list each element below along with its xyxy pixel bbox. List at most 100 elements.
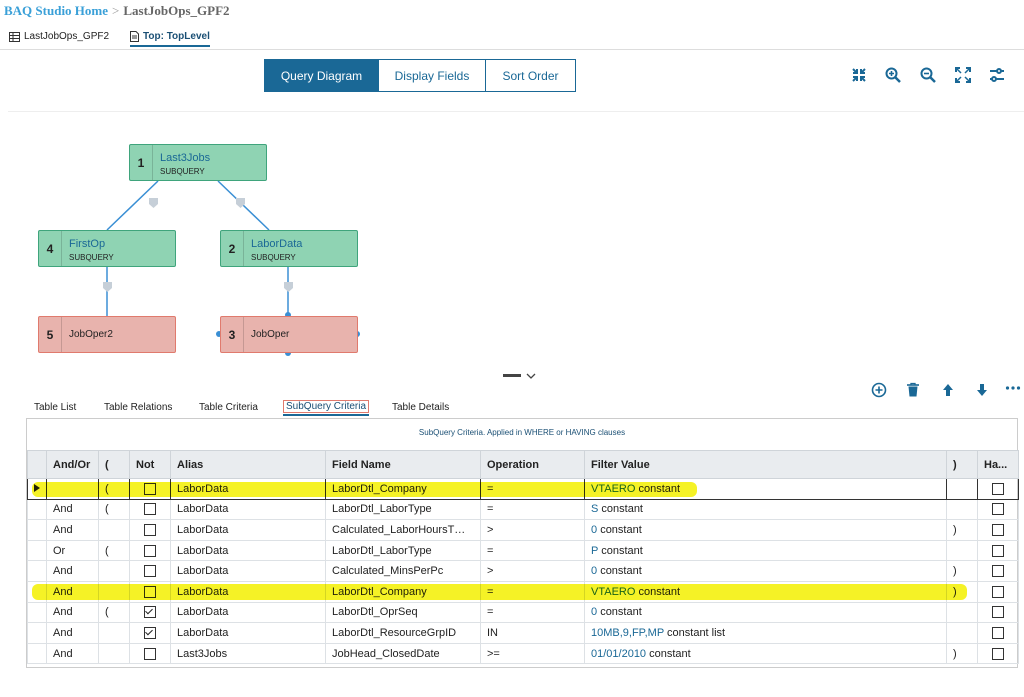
- diagram-node-last3jobs[interactable]: 1 Last3Jobs SUBQUERY: [129, 144, 267, 181]
- having-checkbox[interactable]: [992, 627, 1004, 639]
- not-checkbox[interactable]: [144, 482, 156, 495]
- cell-andor[interactable]: And: [46, 580, 99, 603]
- cell-field-name[interactable]: Calculated_MinsPerPc: [325, 560, 481, 582]
- cell-having[interactable]: [977, 498, 1019, 521]
- table-row[interactable]: And LaborData LaborDtl_Company = VTAERO cons…: [27, 580, 1019, 603]
- cell-not[interactable]: [129, 539, 171, 562]
- having-checkbox[interactable]: [992, 585, 1004, 598]
- table-row[interactable]: And LaborData Calculated_LaborHoursT… >0 co…: [27, 519, 1019, 541]
- col-header-filter-value[interactable]: Filter Value: [584, 450, 947, 479]
- table-row[interactable]: And Last3Jobs JobHead_ClosedDate >= 01/01/20…: [27, 642, 1019, 665]
- row-indicator[interactable]: [27, 580, 47, 603]
- cell-filter-value[interactable]: VTAERO constant: [584, 580, 947, 603]
- cell-filter-value[interactable]: 01/01/2010 constant: [584, 642, 947, 665]
- not-checkbox[interactable]: [144, 565, 156, 578]
- table-row[interactable]: And(LaborData LaborDtl_LaborType = S consta…: [27, 498, 1019, 521]
- diagram-node-firstop[interactable]: 4 FirstOp SUBQUERY: [38, 230, 176, 267]
- add-icon[interactable]: [871, 382, 887, 398]
- cell-not[interactable]: [129, 519, 171, 541]
- tab-table-details[interactable]: Table Details: [392, 402, 450, 413]
- cell-close-paren[interactable]: ): [946, 580, 978, 603]
- cell-close-paren[interactable]: [946, 601, 978, 624]
- having-checkbox[interactable]: [992, 524, 1004, 537]
- cell-close-paren[interactable]: ): [946, 519, 978, 541]
- breadcrumb-home-link[interactable]: BAQ Studio Home: [4, 3, 109, 18]
- tab-table-relations[interactable]: Table Relations: [104, 402, 173, 413]
- row-indicator[interactable]: [27, 519, 47, 541]
- not-checkbox[interactable]: [144, 647, 156, 660]
- tab-toplevel[interactable]: Top: TopLevel: [130, 31, 210, 47]
- col-header-not[interactable]: Not: [129, 450, 171, 479]
- cell-operation[interactable]: >: [480, 519, 585, 541]
- cell-operation[interactable]: IN: [480, 622, 585, 644]
- cell-alias[interactable]: LaborData: [170, 519, 326, 541]
- having-checkbox[interactable]: [992, 565, 1004, 578]
- table-row[interactable]: And LaborData LaborDtl_ResourceGrpID IN 10MB…: [27, 622, 1019, 644]
- row-indicator[interactable]: [27, 498, 47, 521]
- cell-andor[interactable]: And: [46, 519, 99, 541]
- cell-field-name[interactable]: LaborDtl_LaborType: [325, 498, 481, 521]
- tab-sort-order[interactable]: Sort Order: [485, 59, 576, 92]
- row-indicator[interactable]: [27, 539, 47, 562]
- col-header-close-paren[interactable]: ): [946, 450, 978, 479]
- cell-andor[interactable]: And: [46, 498, 99, 521]
- not-checkbox[interactable]: [144, 585, 156, 598]
- zoom-out-icon[interactable]: [919, 66, 937, 84]
- having-checkbox[interactable]: [992, 482, 1004, 495]
- cell-operation[interactable]: =: [480, 580, 585, 603]
- cell-not[interactable]: [129, 580, 171, 603]
- delete-icon[interactable]: [906, 382, 920, 398]
- cell-open-paren[interactable]: (: [98, 601, 130, 624]
- cell-filter-value[interactable]: P constant: [584, 539, 947, 562]
- zoom-in-icon[interactable]: [884, 66, 902, 84]
- cell-alias[interactable]: LaborData: [170, 539, 326, 562]
- cell-close-paren[interactable]: [946, 498, 978, 521]
- move-down-icon[interactable]: [975, 383, 989, 397]
- col-header-field-name[interactable]: Field Name: [325, 450, 481, 479]
- row-indicator[interactable]: [27, 560, 47, 582]
- cell-filter-value[interactable]: S constant: [584, 498, 947, 521]
- table-row[interactable]: (LaborData LaborDtl_Company = VTAERO consta…: [27, 478, 1019, 500]
- not-checkbox[interactable]: [144, 606, 156, 619]
- cell-andor[interactable]: And: [46, 642, 99, 665]
- cell-field-name[interactable]: JobHead_ClosedDate: [325, 642, 481, 665]
- move-up-icon[interactable]: [941, 383, 955, 397]
- not-checkbox[interactable]: [144, 544, 156, 557]
- cell-not[interactable]: [129, 642, 171, 665]
- cell-close-paren[interactable]: ): [946, 642, 978, 665]
- diagram-node-joboper2[interactable]: 5 JobOper2: [38, 316, 176, 353]
- collapse-icon[interactable]: [850, 66, 868, 84]
- cell-alias[interactable]: LaborData: [170, 498, 326, 521]
- settings-sliders-icon[interactable]: [988, 66, 1006, 84]
- cell-open-paren[interactable]: [98, 622, 130, 644]
- cell-operation[interactable]: >=: [480, 642, 585, 665]
- cell-having[interactable]: [977, 478, 1019, 500]
- cell-open-paren[interactable]: [98, 560, 130, 582]
- query-diagram-canvas[interactable]: 1 Last3Jobs SUBQUERY 4 FirstOp SUBQUERY …: [8, 111, 1024, 376]
- table-row[interactable]: And LaborData Calculated_MinsPerPc >0 const…: [27, 560, 1019, 582]
- diagram-node-joboper[interactable]: 3 JobOper: [220, 316, 358, 353]
- cell-having[interactable]: [977, 539, 1019, 562]
- tab-lastjobops[interactable]: LastJobOps_GPF2: [9, 31, 109, 42]
- cell-filter-value[interactable]: VTAERO constant: [584, 478, 947, 500]
- row-indicator[interactable]: [27, 642, 47, 665]
- cell-not[interactable]: [129, 560, 171, 582]
- tab-subquery-criteria[interactable]: SubQuery Criteria: [283, 400, 370, 416]
- col-header-having[interactable]: Ha...: [977, 450, 1019, 479]
- cell-field-name[interactable]: LaborDtl_LaborType: [325, 539, 481, 562]
- tab-table-list[interactable]: Table List: [34, 402, 77, 413]
- cell-filter-value[interactable]: 0 constant: [584, 560, 947, 582]
- cell-operation[interactable]: =: [480, 601, 585, 624]
- cell-close-paren[interactable]: [946, 622, 978, 644]
- cell-operation[interactable]: =: [480, 478, 585, 500]
- table-row[interactable]: Or(LaborData LaborDtl_LaborType = P constan…: [27, 539, 1019, 562]
- cell-field-name[interactable]: Calculated_LaborHoursT…: [325, 519, 481, 541]
- cell-field-name[interactable]: LaborDtl_Company: [325, 580, 481, 603]
- tab-table-criteria[interactable]: Table Criteria: [199, 402, 258, 413]
- having-checkbox[interactable]: [992, 647, 1004, 660]
- tab-display-fields[interactable]: Display Fields: [378, 59, 486, 92]
- cell-andor[interactable]: And: [46, 622, 99, 644]
- cell-close-paren[interactable]: [946, 539, 978, 562]
- cell-open-paren[interactable]: [98, 642, 130, 665]
- cell-close-paren[interactable]: ): [946, 560, 978, 582]
